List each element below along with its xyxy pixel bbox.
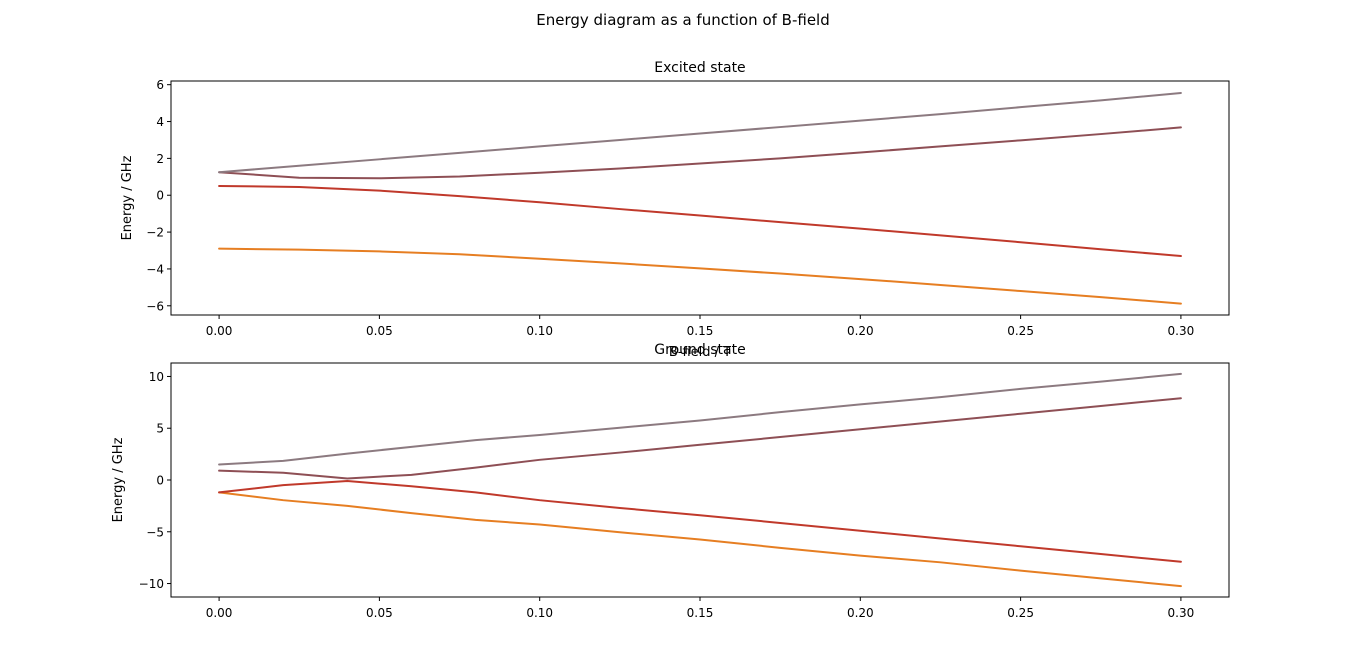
excited-state-y-tick-label: −4 (146, 262, 164, 276)
excited-state-axes-frame (170, 80, 1230, 316)
ground-state-x-tick-label: 0.25 (1007, 606, 1034, 620)
excited-state-y-tick-label: −6 (146, 299, 164, 313)
excited-state-panel: Excited state Energy / GHz B-field / T 0… (120, 60, 1230, 360)
excited-state-series-line-4 (218, 91, 1182, 174)
ground-state-y-tick-label: 0 (156, 474, 164, 488)
ground-state-title: Ground state (654, 342, 745, 358)
excited-state-x-tick-label: 0.25 (1007, 324, 1034, 338)
excited-state-y-axis-label: Energy / GHz (120, 155, 135, 240)
excited-state-x-tick-label: 0.15 (687, 324, 714, 338)
ground-state-panel: 0.00 0.05 0.10 0.15 0.20 0.25 0.30 −10 −5 0 5 10 En… (111, 342, 1230, 620)
excited-state-y-tick-label: 4 (156, 115, 164, 129)
excited-state-y-tick-label: 6 (156, 78, 164, 92)
excited-state-x-tick-label: 0.30 (1168, 324, 1195, 338)
excited-state-x-tick-label: 0.20 (847, 324, 874, 338)
excited-state-y-tick-label: 0 (156, 189, 164, 203)
figure-suptitle: Energy diagram as a function of B-field (536, 11, 830, 29)
excited-state-x-tick-label: 0.05 (366, 324, 393, 338)
ground-state-x-tick-label: 0.20 (847, 606, 874, 620)
ground-state-y-axis-label: Energy / GHz (111, 437, 126, 522)
ground-state-y-tick-label: −5 (146, 525, 164, 539)
ground-state-y-tick-label: 5 (156, 422, 164, 436)
excited-state-x-axis-label: B-field / T (669, 345, 731, 360)
excited-state-series-line-2 (218, 185, 1182, 258)
excited-state-series-line-3 (218, 126, 1182, 180)
excited-state-series-line-1 (218, 247, 1182, 305)
excited-state-plot-area: 0.00 0.05 0.10 0.15 0.20 0.25 0.30 −6 −4 −2 0 2 4 6 (146, 78, 1230, 338)
ground-state-x-tick-label: 0.15 (687, 606, 714, 620)
excited-state-y-tick-label: −2 (146, 226, 164, 240)
ground-state-x-tick-label: 0.10 (526, 606, 553, 620)
excited-state-x-tick-label: 0.10 (526, 324, 553, 338)
ground-state-x-tick-label: 0.05 (366, 606, 393, 620)
ground-state-series-line-1 (218, 491, 1182, 588)
ground-state-series-line-4 (218, 372, 1182, 466)
ground-state-axes-frame (170, 362, 1230, 598)
ground-state-y-tick-label: −10 (139, 577, 164, 591)
ground-state-x-tick-label: 0.30 (1168, 606, 1195, 620)
excited-state-title: Excited state (654, 60, 745, 76)
excited-state-y-tick-label: 2 (156, 152, 164, 166)
ground-state-plot-area: 0.00 0.05 0.10 0.15 0.20 0.25 0.30 −10 −5 0 5 10 (139, 362, 1230, 620)
ground-state-series-line-3 (218, 397, 1182, 480)
ground-state-series-line-2 (218, 480, 1182, 563)
ground-state-x-tick-label: 0.00 (206, 606, 233, 620)
excited-state-x-tick-label: 0.00 (206, 324, 233, 338)
ground-state-y-tick-label: 10 (149, 370, 164, 384)
